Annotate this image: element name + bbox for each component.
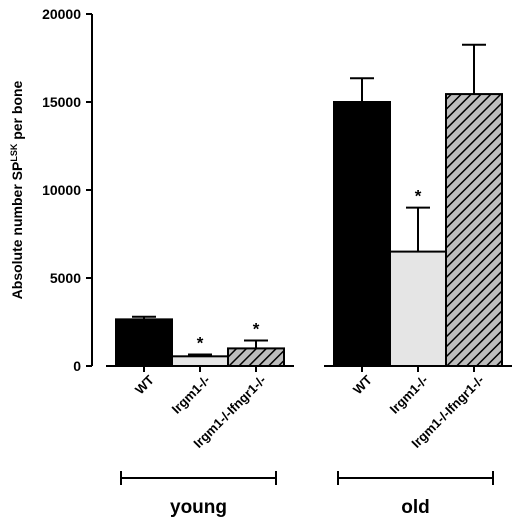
y-tick-label: 20000 — [42, 6, 81, 22]
y-axis-title-suffix: per bone — [9, 80, 25, 143]
group-label-old: old — [401, 497, 430, 518]
significance-star: * — [197, 334, 204, 353]
group-brackets: young old — [120, 471, 494, 518]
x-tick-label: WT — [132, 372, 157, 397]
y-axis: 0 5000 10000 15000 20000 — [42, 6, 93, 374]
significance-star: * — [415, 187, 422, 206]
y-tick-label: 5000 — [50, 270, 81, 286]
y-axis-title-sup: LSK — [9, 143, 19, 162]
x-tick-label: Irgm1-/- — [387, 372, 431, 416]
bar-young-1 — [171, 355, 229, 368]
y-axis-title-main: Absolute number SP — [9, 162, 25, 300]
significance-star: * — [253, 319, 260, 338]
bar-old-2 — [445, 93, 503, 368]
y-tick-label: 0 — [73, 358, 81, 374]
y-axis-title: Absolute number SPLSK per bone — [9, 80, 25, 299]
bar-young-0 — [115, 318, 173, 367]
bar-old-0 — [333, 101, 391, 367]
group-label-young: young — [170, 497, 227, 518]
y-tick-label: 10000 — [42, 182, 81, 198]
x-tick-label: Irgm1-/- — [169, 372, 213, 416]
x-tick-label: WT — [350, 372, 375, 397]
bar-young-2 — [227, 347, 285, 367]
y-tick-label: 15000 — [42, 94, 81, 110]
bars: * * * — [106, 43, 512, 368]
x-tick-labels: WT Irgm1-/-Irgm1-/-Ifngr1-/- WT Irgm1-/-Irg… — [132, 366, 487, 451]
bar-old-1 — [389, 250, 447, 368]
